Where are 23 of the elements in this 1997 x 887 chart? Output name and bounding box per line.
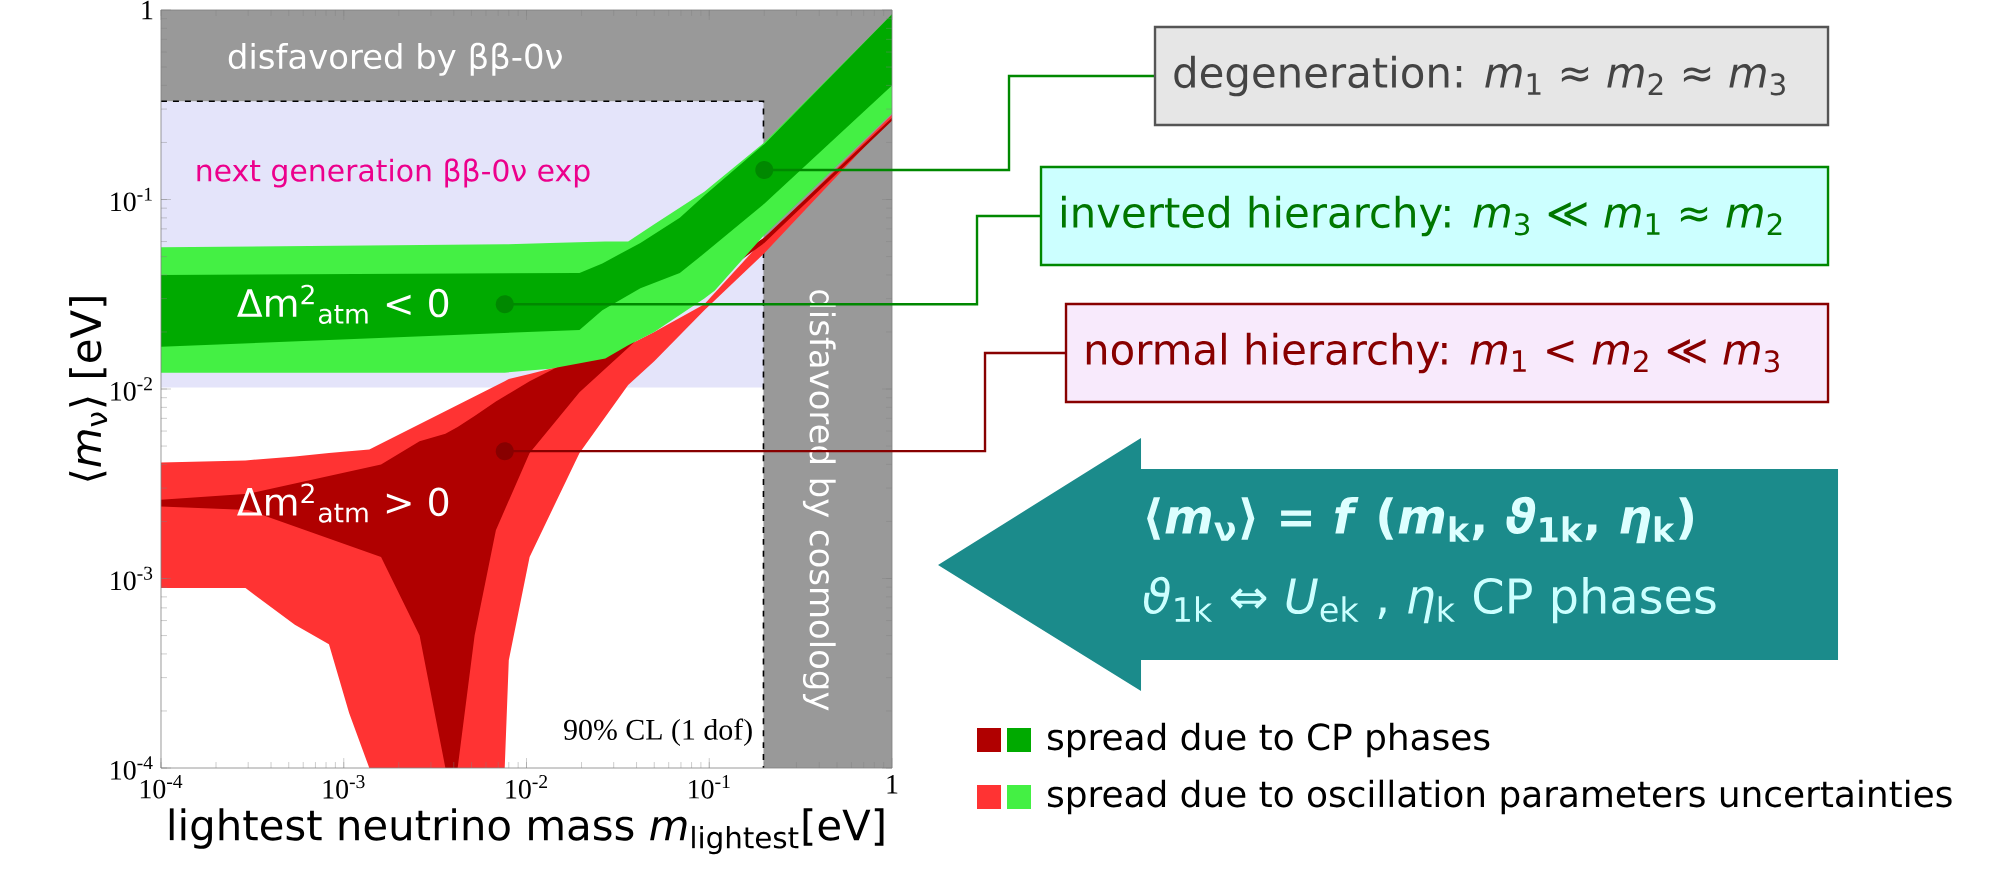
x-tick-label: 10$^{-1}$ — [689, 775, 730, 799]
text: ⟨m$_{ν}$⟩ = f (m$_{k}$, ϑ$_{1k}$, η$_{k}$) — [1147, 496, 1693, 544]
y-axis-title: ⟨m$_{ν}$⟩ [eV] — [69, 297, 108, 481]
x-axis-title: lightest neutrino mass m$_{lightest}$[eV] — [169, 808, 884, 855]
y-tick-label: 10$^{-3}$ — [111, 566, 153, 591]
band-label: disfavored by cosmology — [802, 290, 836, 711]
y-tick-label: 10$^{-1}$ — [111, 187, 152, 212]
text: normal hierarchy: m$_{1}$ < m$_{2}$ ≪ m$_{3}$ — [1086, 332, 1779, 374]
text: inverted hierarchy: m$_{3}$ ≪ m$_{1}$ ≈ m$_{2}$ — [1061, 195, 1782, 237]
annotation: Δm$^{2}$$_{atm}$ < 0 — [237, 284, 449, 324]
legend-label: spread due to oscillation parameters uncertainties — [1047, 779, 1952, 815]
band-label: disfavored by ββ-0ν — [228, 42, 562, 76]
annotation: 90% CL (1 dof) — [564, 718, 752, 746]
x-tick-label: 1 — [887, 775, 898, 794]
legend-label: spread due to CP phases — [1047, 722, 1490, 758]
y-tick-label: 10$^{-2}$ — [111, 377, 152, 401]
band-label: next generation ββ-0ν exp — [197, 158, 590, 188]
text: degeneration: m$_{1}$ ≈ m$_{2}$ ≈ m$_{3}$ — [1174, 55, 1785, 97]
annotation: Δm$^{2}$$_{atm}$ > 0 — [237, 483, 449, 523]
text: ϑ$_{1k}$ ⇔ U$_{ek}$ , η$_{k}$ CP phases — [1143, 576, 1716, 624]
x-tick-label: 10$^{-2}$ — [506, 775, 548, 799]
x-tick-label: 10$^{-3}$ — [323, 775, 365, 799]
y-tick-label: 1 — [142, 0, 153, 20]
